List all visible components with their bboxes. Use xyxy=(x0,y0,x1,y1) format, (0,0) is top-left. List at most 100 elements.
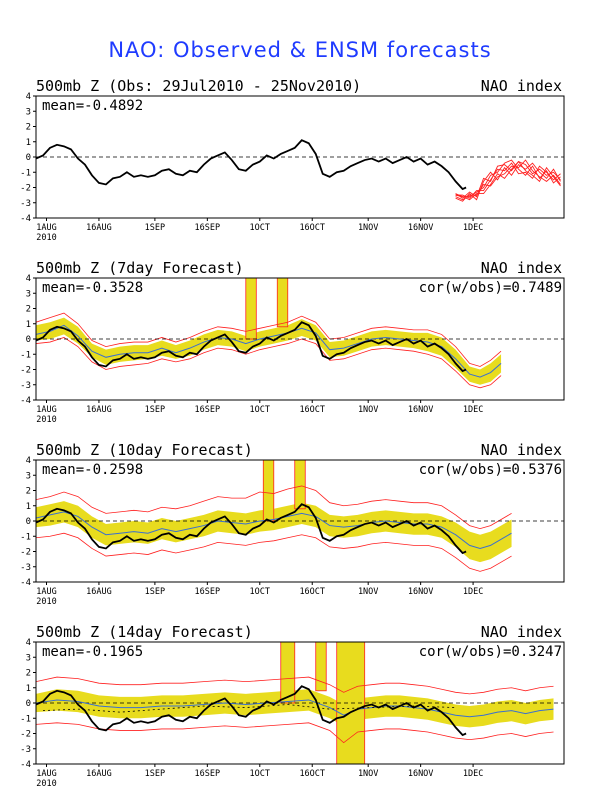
plot-area xyxy=(36,460,564,572)
x-tick-label: 1AUG xyxy=(36,769,56,779)
spread-band xyxy=(36,689,554,728)
y-tick-label: 4 xyxy=(26,92,31,102)
correlation-label: cor(w/obs)=0.3247 xyxy=(419,644,562,660)
x-tick-label: 16SEP xyxy=(195,769,221,779)
panel-title: 500mb Z (14day Forecast) xyxy=(36,623,253,641)
mean-label: mean=-0.1965 xyxy=(42,644,143,660)
x-tick-label: 16SEP xyxy=(195,223,221,233)
y-tick-label: 2 xyxy=(26,123,31,133)
observed-line xyxy=(36,685,467,737)
spread-band xyxy=(36,317,502,385)
x-tick-label: 16NOV xyxy=(408,769,434,779)
mean-label: mean=-0.4892 xyxy=(42,98,143,114)
x-tick-label: 16AUG xyxy=(86,405,112,415)
y-tick-label: 4 xyxy=(26,456,31,466)
y-tick-label: -4 xyxy=(20,396,31,406)
member-line-4 xyxy=(455,162,561,199)
observed-line xyxy=(36,503,467,555)
extreme-band-2 xyxy=(315,642,327,692)
panel-title: 500mb Z (10day Forecast) xyxy=(36,441,253,459)
y-tick-label: 3 xyxy=(26,653,31,663)
y-tick-label: 4 xyxy=(26,638,31,648)
y-tick-label: 1 xyxy=(26,320,31,330)
correlation-label: cor(w/obs)=0.7489 xyxy=(419,280,562,296)
y-tick-label: -3 xyxy=(20,199,31,209)
x-tick-label: 1SEP xyxy=(145,769,165,779)
x-tick-label: 16AUG xyxy=(86,769,112,779)
y-tick-label: 2 xyxy=(26,487,31,497)
observed-line xyxy=(36,321,467,373)
mean-label: mean=-0.2598 xyxy=(42,462,143,478)
y-tick-label: 3 xyxy=(26,107,31,117)
range-line-upper xyxy=(36,676,554,695)
panel-right-title: NAO index xyxy=(481,623,562,641)
y-tick-label: -4 xyxy=(20,214,31,224)
range-line-upper xyxy=(36,485,512,530)
y-tick-label: 0 xyxy=(26,153,31,163)
member-line-5 xyxy=(455,162,561,202)
x-tick-sublabel: 2010 xyxy=(36,233,56,243)
y-tick-label: 2 xyxy=(26,669,31,679)
y-tick-label: -2 xyxy=(20,184,31,194)
range-line-lower xyxy=(36,337,502,389)
x-tick-label: 16NOV xyxy=(408,223,434,233)
x-tick-label: 16AUG xyxy=(86,587,112,597)
panel-right-title: NAO index xyxy=(481,259,562,277)
x-tick-label: 1OCT xyxy=(250,769,270,779)
ensemble-mean-line xyxy=(36,699,554,718)
x-tick-sublabel: 2010 xyxy=(36,597,56,607)
y-tick-label: -2 xyxy=(20,366,31,376)
extreme-band-1 xyxy=(245,278,257,340)
mean-label: mean=-0.3528 xyxy=(42,280,143,296)
correlation-label: cor(w/obs)=0.5376 xyxy=(419,462,562,478)
member-line-3 xyxy=(455,159,561,201)
y-tick-label: -4 xyxy=(20,760,31,770)
x-tick-label: 1SEP xyxy=(145,405,165,415)
main-title: NAO: Observed & ENSM forecasts xyxy=(108,38,492,62)
spread-band xyxy=(36,501,512,563)
plot-area xyxy=(36,278,564,389)
plot-area xyxy=(36,642,564,764)
extreme-band-2 xyxy=(294,460,306,510)
y-tick-label: 1 xyxy=(26,138,31,148)
x-tick-label: 1NOV xyxy=(358,405,378,415)
x-tick-label: 1SEP xyxy=(145,223,165,233)
x-tick-label: 16OCT xyxy=(299,405,325,415)
range-line-upper xyxy=(36,312,502,367)
ensemble-mean-line xyxy=(36,324,502,378)
y-tick-label: -4 xyxy=(20,578,31,588)
y-tick-label: 1 xyxy=(26,684,31,694)
x-tick-label: 16OCT xyxy=(299,223,325,233)
panel-right-title: NAO index xyxy=(481,77,562,95)
y-tick-label: -2 xyxy=(20,548,31,558)
y-tick-label: -1 xyxy=(20,350,31,360)
x-tick-label: 16SEP xyxy=(195,405,221,415)
x-tick-label: 16OCT xyxy=(299,587,325,597)
x-tick-label: 1NOV xyxy=(358,769,378,779)
x-tick-label: 1DEC xyxy=(463,587,483,597)
y-tick-label: -2 xyxy=(20,730,31,740)
extreme-band-1 xyxy=(262,460,275,522)
y-tick-label: -1 xyxy=(20,532,31,542)
y-tick-label: -3 xyxy=(20,381,31,391)
x-tick-label: 1AUG xyxy=(36,405,56,415)
panel-title: 500mb Z (Obs: 29Jul2010 - 25Nov2010) xyxy=(36,77,361,95)
panel-title: 500mb Z (7day Forecast) xyxy=(36,259,244,277)
y-tick-label: -3 xyxy=(20,563,31,573)
y-tick-label: 3 xyxy=(26,471,31,481)
x-tick-label: 16AUG xyxy=(86,223,112,233)
x-tick-label: 1AUG xyxy=(36,223,56,233)
y-tick-label: 3 xyxy=(26,289,31,299)
range-line-lower xyxy=(36,722,554,744)
x-tick-label: 1OCT xyxy=(250,223,270,233)
member-line-6 xyxy=(455,160,561,201)
x-tick-label: 1DEC xyxy=(463,223,483,233)
extreme-band-1 xyxy=(280,642,296,704)
panel-right-title: NAO index xyxy=(481,441,562,459)
y-tick-label: 4 xyxy=(26,274,31,284)
